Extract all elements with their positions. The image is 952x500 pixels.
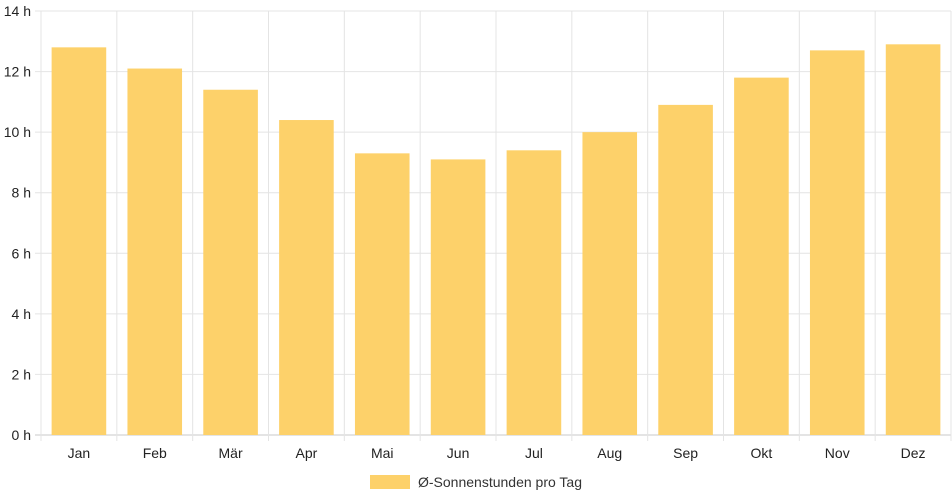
legend-swatch — [370, 475, 410, 489]
bar-aug[interactable] — [582, 132, 638, 435]
bar-jan[interactable] — [51, 47, 107, 435]
bar-sep[interactable] — [658, 104, 713, 435]
x-tick-label: Jun — [447, 445, 470, 461]
x-tick-label: Aug — [597, 445, 622, 461]
x-tick-label: Jan — [68, 445, 91, 461]
legend[interactable]: Ø-Sonnenstunden pro Tag — [0, 470, 952, 494]
y-tick-label: 2 h — [12, 366, 31, 382]
bar-apr[interactable] — [279, 120, 334, 436]
bar-okt[interactable] — [734, 77, 789, 435]
x-tick-label: Jul — [525, 445, 543, 461]
y-tick-label: 4 h — [12, 306, 31, 322]
x-tick-label: Sep — [673, 445, 698, 461]
y-tick-label: 8 h — [12, 185, 31, 201]
bar-jul[interactable] — [506, 150, 562, 436]
bar-chart: 0 h 2 h 4 h 6 h 8 h 10 h 12 h 14 h Jan Feb Mär Apr M… — [4, 3, 952, 461]
bar-nov[interactable] — [809, 50, 865, 435]
legend-label: Ø-Sonnenstunden pro Tag — [418, 474, 582, 490]
x-tick-label: Okt — [751, 445, 773, 461]
axes: 0 h 2 h 4 h 6 h 8 h 10 h 12 h 14 h Jan Feb Mär Apr M… — [4, 3, 926, 461]
y-tick-label: 6 h — [12, 245, 31, 261]
bar-dez[interactable] — [885, 44, 941, 436]
y-tick-label: 14 h — [4, 3, 31, 19]
y-tick-label: 12 h — [4, 64, 31, 80]
grid-lines — [35, 10, 952, 441]
bar-mai[interactable] — [354, 153, 410, 436]
bar-mär[interactable] — [203, 89, 258, 435]
bar-jun[interactable] — [430, 159, 486, 435]
y-tick-label: 10 h — [4, 124, 31, 140]
x-tick-label: Apr — [296, 445, 318, 461]
x-tick-label: Mai — [371, 445, 394, 461]
x-tick-label: Mär — [219, 445, 243, 461]
x-tick-label: Feb — [143, 445, 167, 461]
bars — [51, 44, 941, 436]
x-tick-label: Nov — [825, 445, 850, 461]
x-tick-label: Dez — [901, 445, 926, 461]
bar-feb[interactable] — [127, 68, 183, 436]
y-tick-label: 0 h — [12, 427, 31, 443]
